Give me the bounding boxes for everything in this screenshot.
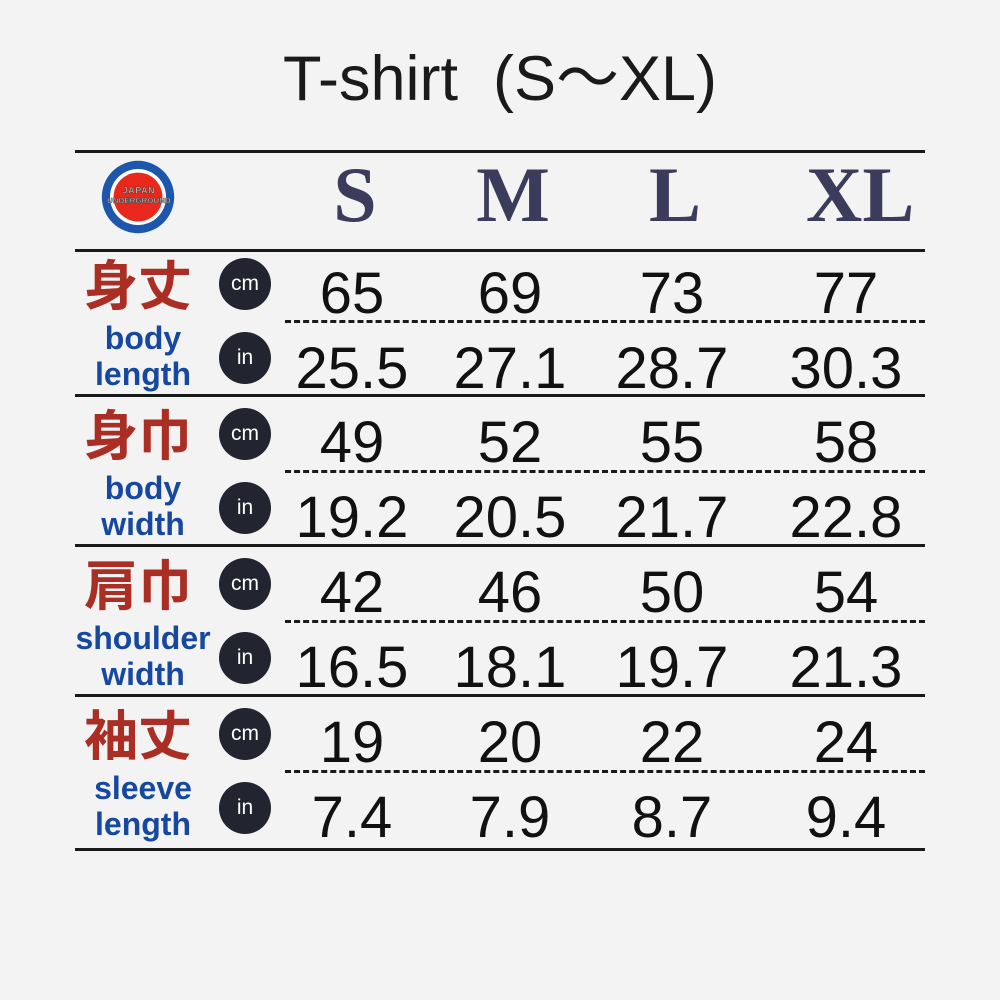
- svg-text:UNDERGROUND: UNDERGROUND: [107, 196, 171, 205]
- svg-text:JAPAN: JAPAN: [123, 185, 156, 195]
